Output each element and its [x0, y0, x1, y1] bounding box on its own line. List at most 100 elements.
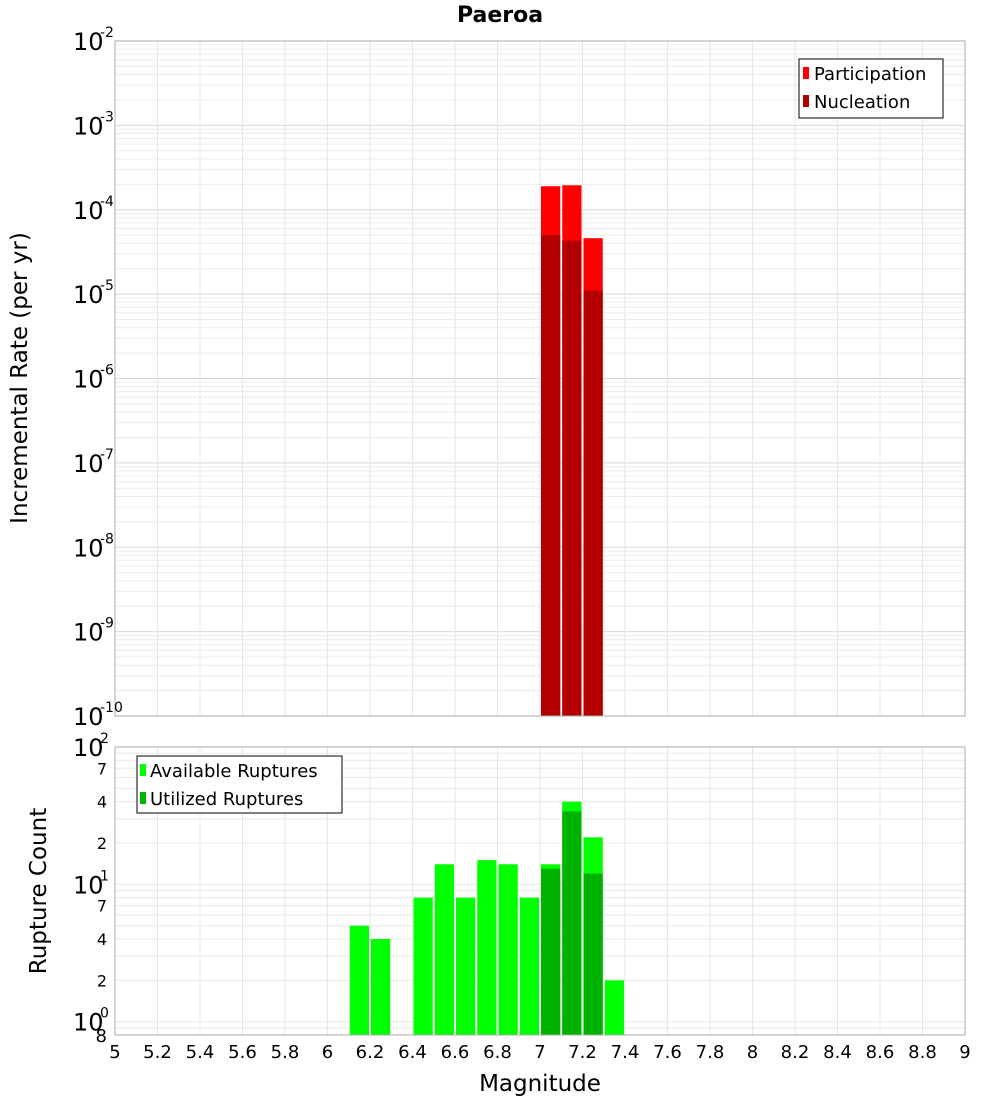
chart-title: Paeroa [457, 3, 543, 28]
x-tick-label: 8.2 [781, 1042, 810, 1063]
bottom-bars [349, 801, 624, 1035]
top-y-tick-label: 10-4 [73, 194, 114, 225]
bar-utilized-ruptures [583, 873, 603, 1035]
bar-available-ruptures [413, 897, 433, 1035]
bar-available-ruptures [371, 939, 391, 1035]
top-legend: Participation Nucleation [798, 58, 944, 119]
top-y-tick-base: 10 [73, 450, 104, 478]
top-y-tick-exponent: -5 [100, 278, 114, 294]
top-y-tick-exponent: -9 [100, 616, 114, 632]
x-tick-label: 7.4 [611, 1042, 640, 1063]
top-y-tick-base: 10 [73, 281, 104, 309]
bar-nucleation [583, 290, 603, 716]
top-y-tick-base: 10 [73, 197, 104, 225]
x-axis-label: Magnitude [479, 1071, 601, 1097]
bar-available-ruptures [349, 925, 369, 1035]
bottom-y-tick-exponent: 1 [100, 868, 109, 884]
bar-available-ruptures [456, 897, 476, 1035]
bar-utilized-ruptures [541, 868, 561, 1035]
top-y-tick-exponent: -6 [100, 363, 114, 379]
top-legend-box [798, 58, 944, 119]
bottom-y-major-label: 102 [73, 731, 109, 762]
bottom-y-tick-exponent: 2 [100, 731, 109, 747]
bottom-legend-box [136, 755, 343, 814]
top-y-tick-label: 10-7 [73, 447, 114, 478]
top-y-tick-label: 10-8 [73, 531, 114, 562]
legend-label-nucleation: Nucleation [814, 92, 910, 113]
bar-available-ruptures [434, 864, 454, 1035]
legend-label-available: Available Ruptures [150, 761, 318, 782]
bar-available-ruptures [519, 897, 539, 1035]
bar-nucleation [562, 240, 582, 717]
bottom-y-tick-base: 10 [73, 871, 104, 899]
bottom-y-minor-label: 7 [97, 759, 107, 778]
x-tick-label: 6.8 [483, 1042, 512, 1063]
bottom-y-minor-label: 8 [96, 1026, 107, 1047]
x-tick-label: 6.2 [356, 1042, 385, 1063]
x-tick-label: 6.4 [398, 1042, 427, 1063]
top-y-tick-label: 10-10 [73, 700, 123, 731]
x-tick-label: 8 [747, 1042, 758, 1063]
x-tick-label: 5.8 [271, 1042, 300, 1063]
top-gridlines [114, 41, 966, 717]
x-tick-label: 6.6 [441, 1042, 470, 1063]
top-bars [541, 185, 603, 717]
x-tick-label: 7 [534, 1042, 545, 1063]
top-y-tick-label: 10-5 [73, 278, 114, 309]
x-tick-label: 7.8 [696, 1042, 725, 1063]
bar-nucleation [541, 235, 561, 716]
legend-swatch-utilized [140, 792, 146, 804]
bar-available-ruptures [604, 980, 624, 1035]
legend-swatch-participation [803, 67, 809, 79]
top-y-tick-label: 10-6 [73, 363, 114, 394]
top-y-tick-base: 10 [73, 534, 104, 562]
top-y-tick-base: 10 [73, 703, 104, 731]
legend-swatch-nucleation [803, 95, 809, 107]
bottom-y-minor-label: 4 [97, 793, 107, 812]
x-tick-label: 5.6 [228, 1042, 257, 1063]
bottom-y-minor-label: 2 [97, 834, 107, 853]
bottom-y-minor-label: 2 [97, 971, 107, 990]
top-y-tick-label: 10-9 [73, 616, 114, 647]
x-tick-labels: 5 5.2 5.4 5.6 5.8 6 6.2 6.4 6.6 6.8 7 7.2 7.4 7.6 7.8 8… [109, 1042, 970, 1063]
top-y-tick-base: 10 [73, 619, 104, 647]
bottom-y-major-label: 100 [73, 1006, 109, 1037]
bottom-y-minor-label: 7 [97, 897, 107, 916]
bar-available-ruptures [498, 864, 518, 1035]
top-y-tick-exponent: -4 [100, 194, 114, 210]
bottom-y-tick-base: 10 [73, 734, 104, 762]
bottom-plot-border [114, 746, 966, 1036]
top-y-tick-base: 10 [73, 28, 104, 56]
legend-label-utilized: Utilized Ruptures [150, 789, 303, 810]
x-tick-label: 5 [109, 1042, 120, 1063]
x-tick-label: 8.4 [823, 1042, 852, 1063]
top-y-tick-base: 10 [73, 366, 104, 394]
top-y-tick-base: 10 [73, 112, 104, 140]
bottom-legend: Available Ruptures Utilized Ruptures [136, 755, 343, 814]
bottom-y-tick-exponent: 0 [100, 1006, 109, 1022]
top-y-tick-exponent: -10 [100, 700, 123, 716]
legend-swatch-available [140, 764, 146, 776]
x-tick-label: 5.4 [186, 1042, 215, 1063]
x-tick-label: 9 [959, 1042, 970, 1063]
x-tick-label: 7.6 [653, 1042, 682, 1063]
x-tick-label: 6 [322, 1042, 333, 1063]
x-tick-label: 7.2 [568, 1042, 597, 1063]
bottom-y-tick-base: 10 [73, 1009, 104, 1037]
legend-label-participation: Participation [814, 64, 926, 85]
top-y-tick-label: 10-3 [73, 109, 114, 140]
x-tick-label: 8.6 [866, 1042, 895, 1063]
top-plot-border [114, 40, 966, 717]
bottom-y-major-label: 101 [73, 868, 109, 899]
top-y-tick-exponent: -3 [100, 109, 114, 125]
x-tick-label: 8.8 [908, 1042, 937, 1063]
top-y-tick-exponent: -2 [100, 25, 114, 41]
x-tick-label: 5.2 [143, 1042, 172, 1063]
bottom-y-axis-label: Rupture Count [26, 808, 52, 974]
top-y-axis-label: Incremental Rate (per yr) [7, 232, 33, 524]
top-y-tick-exponent: -8 [100, 531, 114, 547]
